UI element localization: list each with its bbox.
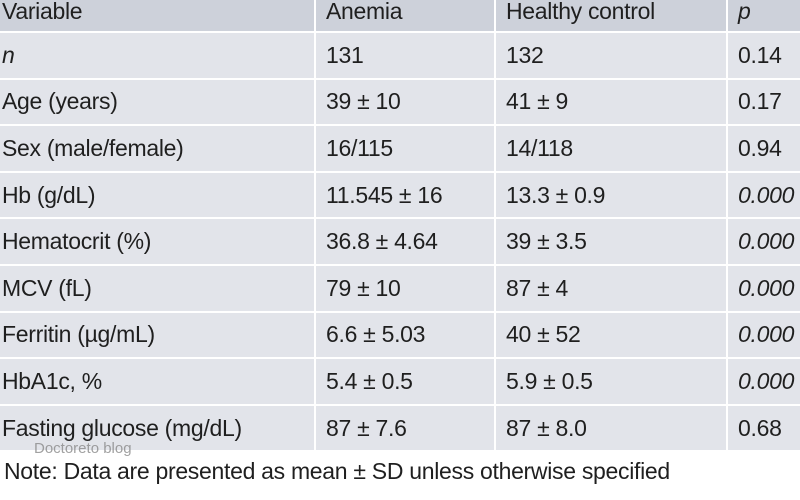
table-cell: 13.3 ± 0.9 — [496, 172, 726, 218]
table-row: Hb (g/dL) 11.545 ± 16 13.3 ± 0.9 0.000 — [0, 172, 800, 218]
table-cell: 41 ± 9 — [496, 79, 726, 125]
table-cell: Hematocrit (%) — [0, 219, 314, 264]
table-cell: 39 ± 10 — [316, 79, 494, 125]
table-cell: HbA1c, % — [0, 359, 314, 404]
table-cell: 131 — [316, 33, 494, 78]
table-row: Sex (male/female) 16/115 14/118 0.94 — [0, 126, 800, 171]
table-cell: MCV (fL) — [0, 266, 314, 311]
table-cell: Healthy control — [496, 0, 726, 31]
table-cell: p — [728, 0, 800, 31]
table-cell: 0.000 — [728, 172, 800, 218]
table-cell: 36.8 ± 4.64 — [316, 219, 494, 264]
table-cell: 0.000 — [728, 312, 800, 358]
table-row: Fasting glucose (mg/dL) 87 ± 7.6 87 ± 8.0 0… — [0, 405, 800, 451]
table-cell: 0.68 — [728, 405, 800, 451]
table-row: Hematocrit (%) 36.8 ± 4.64 39 ± 3.5 0.000 — [0, 219, 800, 264]
table-cell: Sex (male/female) — [0, 126, 314, 171]
table-cell: 87 ± 8.0 — [496, 405, 726, 451]
table-cell: 87 ± 7.6 — [316, 405, 494, 451]
table-cell: Variable — [0, 0, 314, 31]
table-cell: 0.17 — [728, 79, 800, 125]
table-row: Age (years) 39 ± 10 41 ± 9 0.17 — [0, 79, 800, 125]
table-row: HbA1c, % 5.4 ± 0.5 5.9 ± 0.5 0.000 — [0, 359, 800, 404]
table-cell: 5.4 ± 0.5 — [316, 359, 494, 404]
table-cell: 132 — [496, 33, 726, 78]
table-cell: 0.000 — [728, 266, 800, 311]
table-cell: Fasting glucose (mg/dL) — [0, 405, 314, 451]
table-row: Ferritin (µg/mL) 6.6 ± 5.03 40 ± 52 0.000 — [0, 312, 800, 358]
table-cell: Hb (g/dL) — [0, 172, 314, 218]
table-cell: 40 ± 52 — [496, 312, 726, 358]
table-cell: 79 ± 10 — [316, 266, 494, 311]
table-cell: 39 ± 3.5 — [496, 219, 726, 264]
table-cell: 5.9 ± 0.5 — [496, 359, 726, 404]
header-row: Variable Anemia Healthy control p — [0, 0, 800, 31]
table-cell: 87 ± 4 — [496, 266, 726, 311]
table-cell: Anemia — [316, 0, 494, 31]
table-cell: 0.000 — [728, 219, 800, 264]
table-cell: Ferritin (µg/mL) — [0, 312, 314, 358]
table-cell: Age (years) — [0, 79, 314, 125]
table-cell: 11.545 ± 16 — [316, 172, 494, 218]
table-cell: 0.94 — [728, 126, 800, 171]
table-cell: 6.6 ± 5.03 — [316, 312, 494, 358]
watermark: Doctoreto blog — [34, 440, 132, 457]
table-note: Note: Data are presented as mean ± SD un… — [4, 458, 670, 484]
table-cell: 16/115 — [316, 126, 494, 171]
table-cell: 0.14 — [728, 33, 800, 78]
table-cell: n — [0, 33, 314, 78]
table-cell: 14/118 — [496, 126, 726, 171]
table-row: n 131 132 0.14 — [0, 33, 800, 78]
table-cell: 0.000 — [728, 359, 800, 404]
table-row: MCV (fL) 79 ± 10 87 ± 4 0.000 — [0, 266, 800, 311]
